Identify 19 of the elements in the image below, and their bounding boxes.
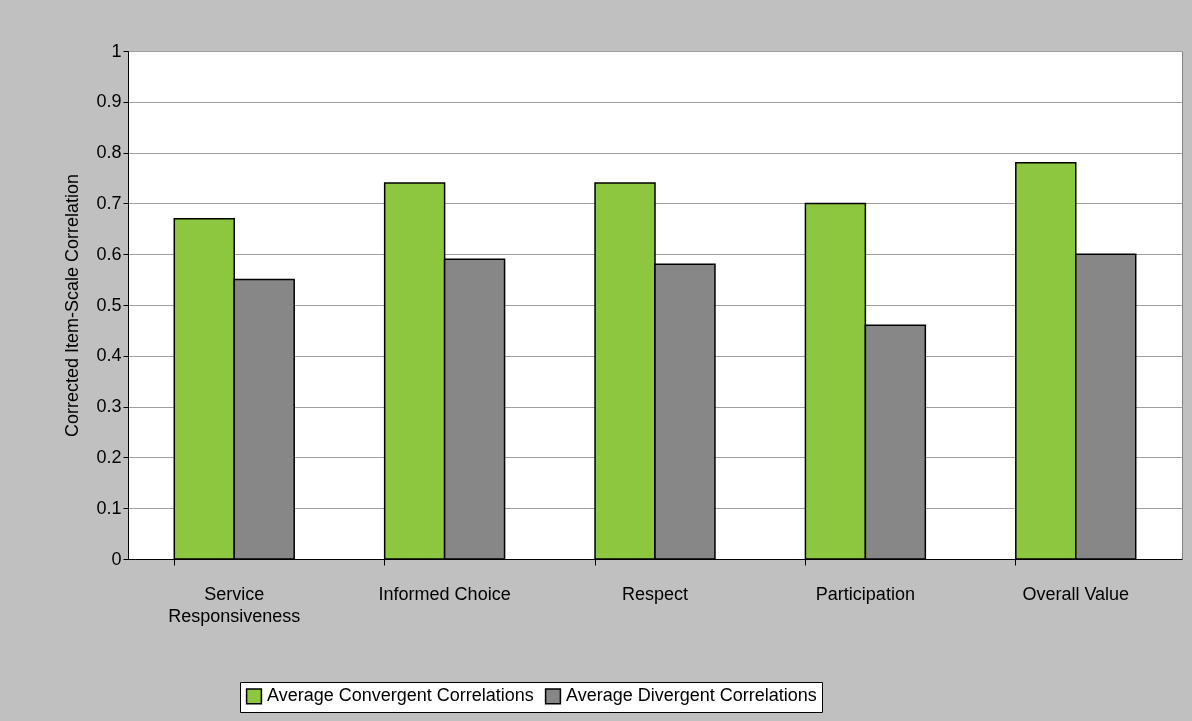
- y-axis-title: Corrected Item-Scale Correlation: [62, 173, 83, 438]
- y-tick-label: 0.6: [96, 243, 122, 264]
- y-tick-label: 0.1: [96, 497, 122, 518]
- x-tick-label: Service Responsiveness: [168, 583, 301, 626]
- x-tick-label: Respect: [621, 583, 689, 604]
- x-tick-label: Informed Choice: [378, 583, 511, 604]
- x-tick-label: Overall Value: [1022, 583, 1130, 604]
- y-tick-label: 0.9: [96, 91, 122, 112]
- legend-label: Average Divergent Correlations: [566, 685, 817, 706]
- legend-label: Average Convergent Correlations: [267, 685, 534, 706]
- y-tick-label: 0.5: [96, 294, 122, 315]
- y-tick-label: 0: [111, 548, 122, 569]
- y-tick-label: 0.4: [96, 345, 122, 366]
- y-tick-label: 0.2: [96, 446, 122, 467]
- x-tick-label: Participation: [815, 583, 915, 604]
- y-tick-label: 1: [111, 40, 122, 61]
- y-tick-label: 0.7: [96, 192, 122, 213]
- y-tick-label: 0.8: [96, 142, 122, 163]
- y-tick-label: 0.3: [96, 396, 122, 417]
